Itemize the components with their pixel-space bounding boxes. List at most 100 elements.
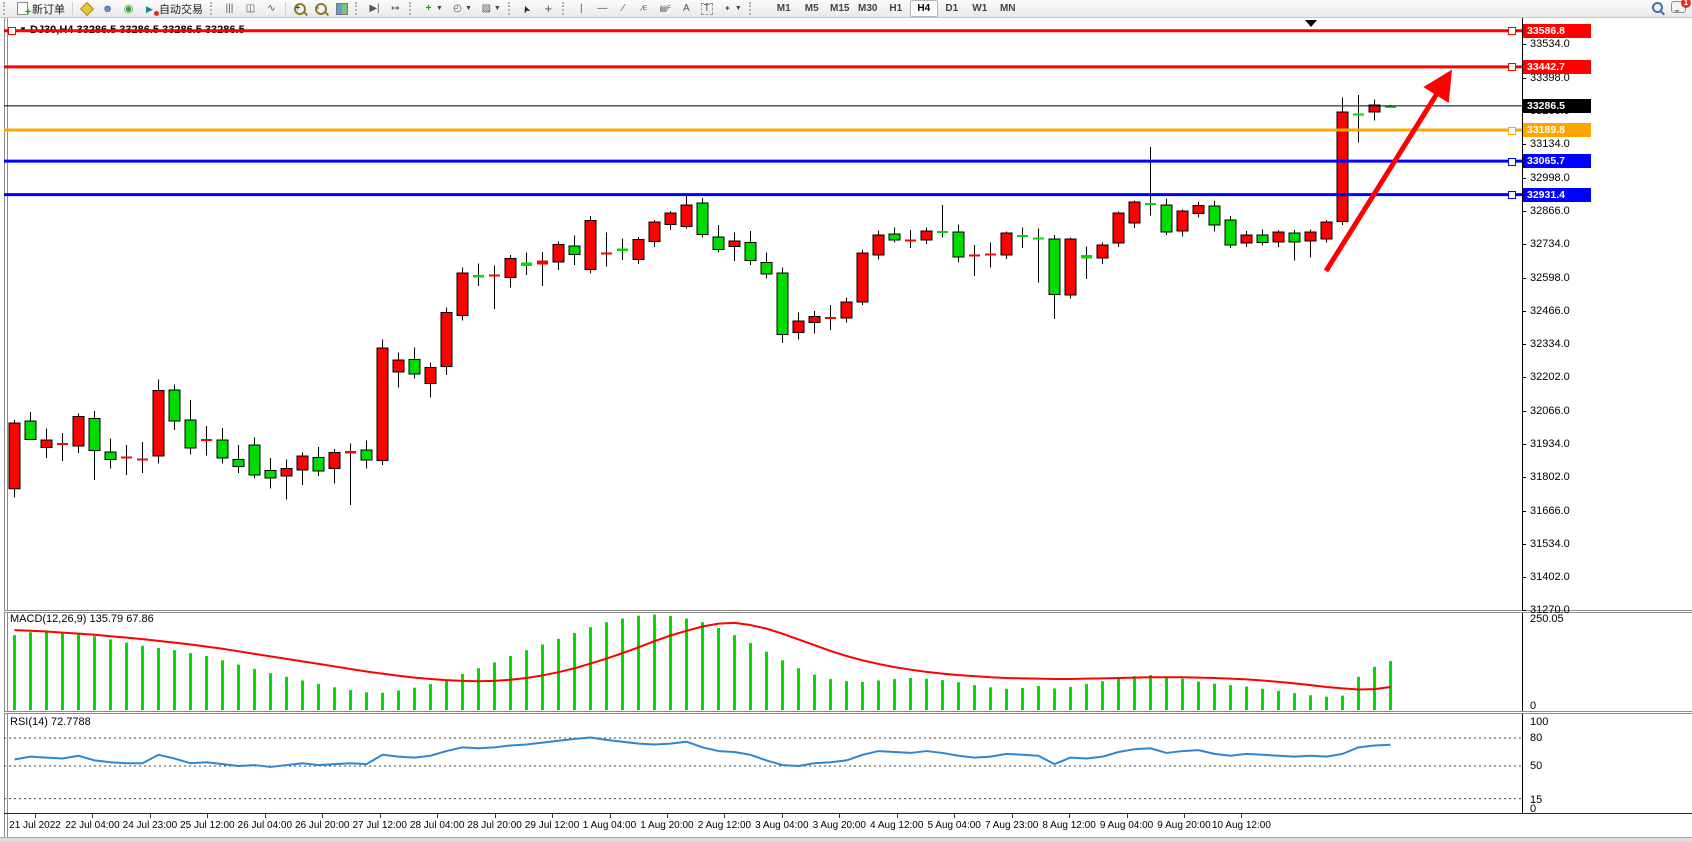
candle-body [537,260,548,265]
line-chart-button[interactable]: ∿ [261,0,282,17]
macd-histogram-bar [45,630,48,710]
macd-histogram-bar [973,685,976,710]
line-handle[interactable] [1508,191,1516,200]
candlestick-chart-button[interactable]: ◫ [240,0,261,17]
toolbar-grip[interactable] [210,2,216,15]
toolbar-grip[interactable] [355,2,361,15]
timeframe-m1[interactable]: M1 [776,3,791,14]
chart-window-border-left-inner [7,17,8,838]
styles-button[interactable] [76,0,97,17]
macd-histogram-bar [1149,675,1152,710]
text-icon: A [682,2,690,14]
macd-histogram-bar [1037,685,1040,710]
auto-scroll-button[interactable]: ▶| [364,0,385,17]
price-axis-label: 33134.0 [1530,137,1570,150]
indicators-button[interactable]: + ▼ [418,0,447,17]
timeframe-mn[interactable]: MN [999,3,1016,14]
candle-body [137,458,148,461]
candle-body [969,254,980,257]
time-axis-tick [1184,814,1185,818]
candle-body [1353,113,1364,116]
arrows-button[interactable]: ✦ ▼ [717,0,746,17]
trend-arrow-object[interactable] [1323,69,1452,273]
time-axis-label: 5 Aug 04:00 [927,820,981,831]
time-axis-label: 26 Jul 04:00 [237,820,293,831]
macd-histogram-bar [61,631,64,710]
toolbar-grip[interactable] [507,2,514,15]
timeframe-w1[interactable]: W1 [972,3,988,14]
line-handle[interactable] [1508,157,1516,166]
periods-button[interactable]: ◴ ▼ [447,0,476,17]
signals-button[interactable]: ◉ [118,0,139,17]
timeframe-d1[interactable]: D1 [945,3,959,14]
panel-separator-rsi[interactable] [4,711,1692,714]
macd-histogram-bar [397,690,400,710]
text-button[interactable]: A [676,0,697,17]
candle-body [1064,238,1077,296]
rsi-value: 72.7788 [50,716,91,728]
toolbar-grip[interactable] [409,2,415,15]
chart-shift-button[interactable]: ↦ [385,0,406,17]
macd-histogram-bar [317,684,320,710]
new-order-button[interactable]: + 新订单 [12,0,69,18]
panel-separator-macd[interactable] [4,610,1692,613]
candle-body [680,204,693,227]
macd-histogram-bar [1357,676,1360,710]
toolbar-grip[interactable] [561,2,568,15]
tile-windows-button[interactable] [331,0,352,17]
trendline-button[interactable]: ∕ [613,0,634,17]
time-axis-tick [494,814,496,818]
macd-histogram-bar [189,653,192,710]
equidistant-channel-button[interactable]: ∕ E [634,0,655,17]
crosshair-button[interactable]: + [538,0,559,17]
zoom-out-button[interactable]: - [310,0,331,17]
time-axis-label: 24 Jul 23:00 [122,820,178,831]
timeframe-m15[interactable]: M15 [830,3,850,14]
price-axis-tick [1522,344,1526,345]
macd-histogram-bar [621,618,624,710]
rsi-name: RSI(14) [10,716,48,728]
line-handle[interactable] [1508,126,1516,135]
auto-scroll-icon: ▶| [369,2,380,14]
timeframe-h1[interactable]: H1 [889,3,903,14]
vertical-line-button[interactable]: | [571,0,592,17]
templates-button[interactable]: ▨ ▼ [476,0,505,17]
candles-layer [8,95,1396,505]
cursor-button[interactable]: ➤ [517,0,538,17]
chart-shift-marker[interactable] [1305,20,1317,27]
timeframe-h4[interactable]: H4 [909,0,938,17]
macd-histogram-bar [541,644,544,710]
price-axis-tick [1522,311,1526,312]
zoom-out-icon: - [314,2,327,15]
price-axis-tick [1522,44,1526,45]
toolbar-grip[interactable] [748,2,755,15]
text-label-button[interactable]: T [697,0,717,17]
profiles-button[interactable]: ☻ [97,0,118,17]
price-axis-tick [1522,511,1526,512]
autotrading-button[interactable]: ▶ 自动交易 [139,0,207,17]
bar-chart-button[interactable]: ||| [219,0,240,17]
search-icon[interactable] [1652,1,1663,13]
candle-body [1160,204,1173,233]
line-handle[interactable] [8,27,16,36]
zoom-in-button[interactable]: + [289,0,310,17]
line-handle[interactable] [1508,63,1516,72]
line-handle[interactable] [1508,27,1516,36]
macd-axis-max: 250.05 [1530,613,1564,625]
macd-histogram-bar [605,622,608,710]
fibonacci-button[interactable]: ▤ F [655,0,676,17]
horizontal-line-button[interactable]: — [592,0,613,17]
macd-histogram-bar [1069,686,1072,710]
notifications-icon[interactable]: 1 [1671,0,1691,13]
toolbar-grip[interactable] [3,2,9,15]
candle-body [1224,219,1237,246]
chevron-down-icon: ▼ [734,5,742,12]
rsi-axis-label: 50 [1530,760,1543,772]
macd-signal-line [14,621,1391,691]
macd-histogram-bar [797,668,800,710]
rsi-label: RSI(14) 72.7788 [10,716,91,728]
timeframe-m30[interactable]: M30 [858,3,878,14]
timeframe-m5[interactable]: M5 [804,3,819,14]
